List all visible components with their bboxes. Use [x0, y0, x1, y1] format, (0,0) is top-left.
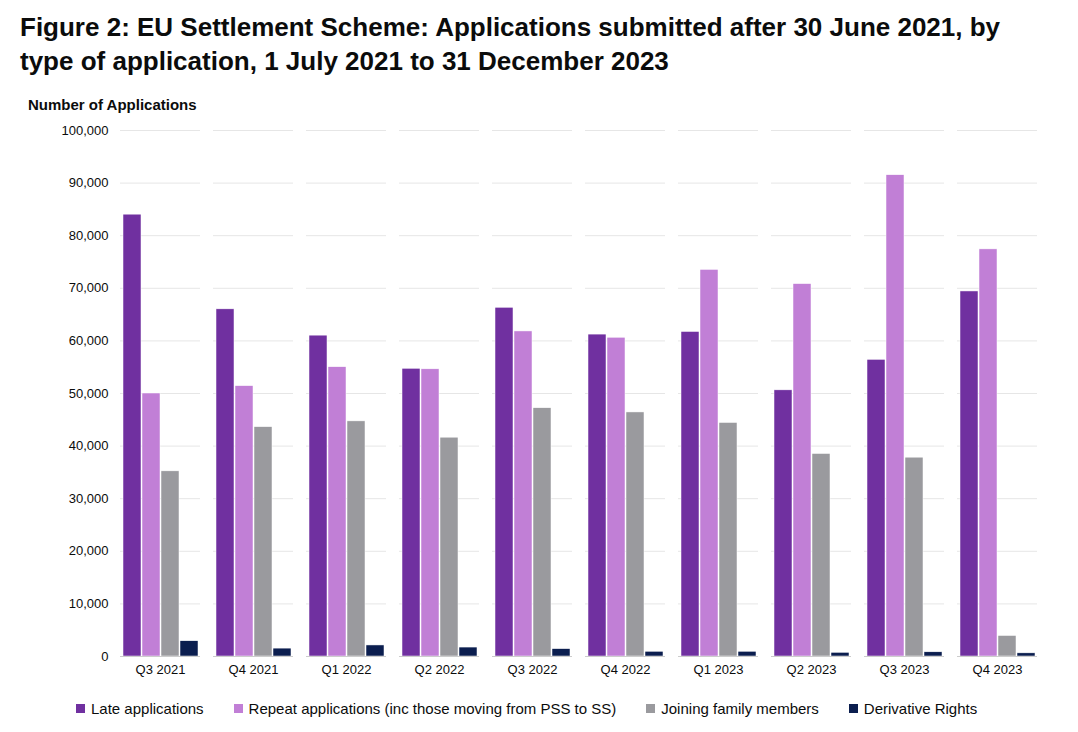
html-text:Figure 2: EU Settlement Scheme: Figure 2: EU Settlement Scheme: Applicat…: [20, 12, 1001, 76]
svg-text:Q4 2022: Q4 2022: [601, 662, 651, 677]
html-text:Joining family members: Joining family members: [661, 700, 819, 717]
html-text:Number of Applications: Number of Applications: [28, 96, 197, 113]
svg-text:Q2 2023: Q2 2023: [787, 662, 837, 677]
svg-text:10,000: 10,000: [69, 596, 109, 611]
svg-text:60,000: 60,000: [69, 333, 109, 348]
svg-text:Q3 2021: Q3 2021: [136, 662, 186, 677]
svg-text:40,000: 40,000: [69, 438, 109, 453]
svg-text:50,000: 50,000: [69, 386, 109, 401]
svg-text:80,000: 80,000: [69, 228, 109, 243]
svg-text:Q4 2023: Q4 2023: [973, 662, 1023, 677]
svg-text:100,000: 100,000: [62, 123, 109, 138]
svg-text:90,000: 90,000: [69, 175, 109, 190]
html-text:Repeat applications (inc those: Repeat applications (inc those moving fr…: [248, 700, 617, 717]
svg-text:Q1 2023: Q1 2023: [694, 662, 744, 677]
svg-text:Q3 2023: Q3 2023: [880, 662, 930, 677]
svg-text:20,000: 20,000: [69, 543, 109, 558]
svg-text:70,000: 70,000: [69, 280, 109, 295]
svg-text:Q4 2021: Q4 2021: [229, 662, 279, 677]
svg-text:Q1 2022: Q1 2022: [322, 662, 372, 677]
html-text:Late applications: Late applications: [91, 700, 204, 717]
svg-text:Q3 2022: Q3 2022: [508, 662, 558, 677]
svg-text:30,000: 30,000: [69, 491, 109, 506]
svg-text:0: 0: [101, 649, 108, 664]
svg-text:Q2 2022: Q2 2022: [415, 662, 465, 677]
html-text:Derivative Rights: Derivative Rights: [863, 700, 978, 717]
